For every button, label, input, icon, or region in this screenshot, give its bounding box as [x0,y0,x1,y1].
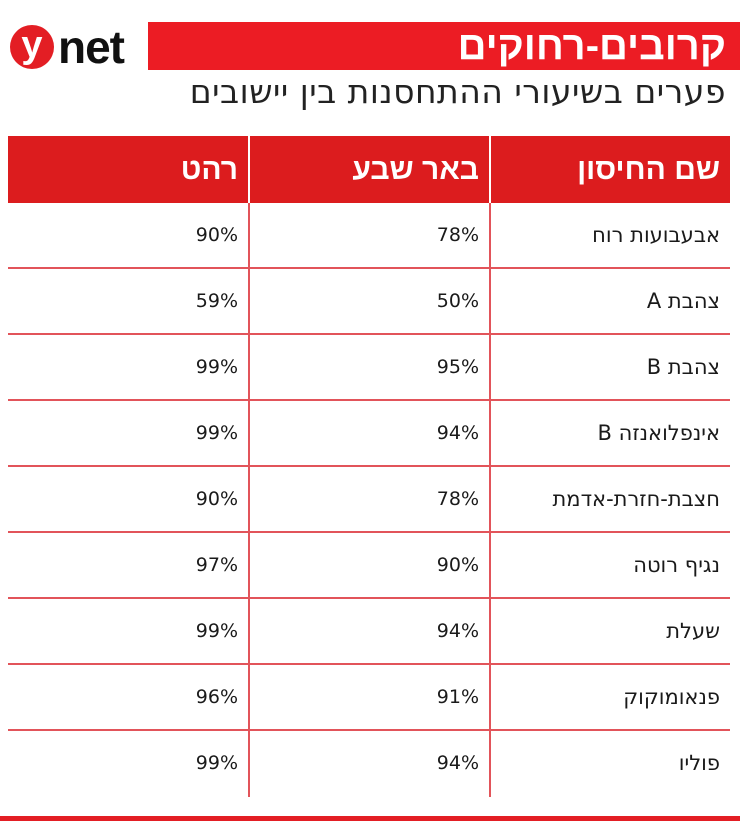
table-row: צהבת B 95% 99% [8,335,730,401]
bottom-divider [0,816,740,821]
beer-sheva-cell: 95% [250,335,491,399]
vaccine-name-cell: אבעבועות רוח [592,223,720,247]
rahat-cell: 97% [8,533,250,597]
beer-sheva-cell: 94% [250,599,491,663]
header-vaccine-name: שם החיסון [491,136,730,203]
rahat-cell: 99% [8,731,250,797]
header-beer-sheva: באר שבע [250,136,491,203]
beer-sheva-cell: 94% [250,731,491,797]
rahat-cell: 90% [8,467,250,531]
vaccine-name-cell: חצבת-חזרת-אדמת [552,487,721,511]
table-row: חצבת-חזרת-אדמת 78% 90% [8,467,730,533]
vaccine-name-cell: שעלת [666,619,720,643]
vaccine-name-cell: פוליו [678,751,720,775]
table-row: אבעבועות רוח 78% 90% [8,203,730,269]
table-row: נגיף רוטה 90% 97% [8,533,730,599]
rahat-cell: 59% [8,269,250,333]
vaccination-table: שם החיסון באר שבע רהט אבעבועות רוח 78% 90%… [8,136,730,797]
table-row: שעלת 94% 99% [8,599,730,665]
header-rahat: רהט [8,136,250,203]
beer-sheva-cell: 78% [250,467,491,531]
rahat-cell: 96% [8,665,250,729]
rahat-cell: 99% [8,401,250,465]
beer-sheva-cell: 78% [250,203,491,267]
vaccine-name-cell: פנאומוקוק [623,685,720,709]
vaccine-name-cell: צהבת A [646,289,720,313]
rahat-cell: 99% [8,335,250,399]
beer-sheva-cell: 91% [250,665,491,729]
vaccine-name-cell: צהבת B [646,355,720,379]
table-row: אינפלואנזה B 94% 99% [8,401,730,467]
beer-sheva-cell: 50% [250,269,491,333]
beer-sheva-cell: 90% [250,533,491,597]
logo-y-circle: y [10,25,54,69]
logo-net-word: net [58,21,125,73]
title-bar: קרובים-רחוקים [148,22,740,70]
vaccine-name-cell: נגיף רוטה [633,553,720,577]
vaccine-name-cell: אינפלואנזה B [597,421,720,445]
ynet-logo: y net [10,21,145,73]
table-row: פוליו 94% 99% [8,731,730,797]
page-title: קרובים-רחוקים [457,24,726,68]
beer-sheva-cell: 94% [250,401,491,465]
table-header: שם החיסון באר שבע רהט [8,136,730,203]
table-row: צהבת A 50% 59% [8,269,730,335]
table-body: אבעבועות רוח 78% 90% צהבת A 50% 59% צהבת B 95% 9… [8,203,730,797]
rahat-cell: 99% [8,599,250,663]
rahat-cell: 90% [8,203,250,267]
page-subtitle: פערים בשיעורי ההתחסנות בין יישובים [189,72,726,111]
table-row: פנאומוקוק 91% 96% [8,665,730,731]
